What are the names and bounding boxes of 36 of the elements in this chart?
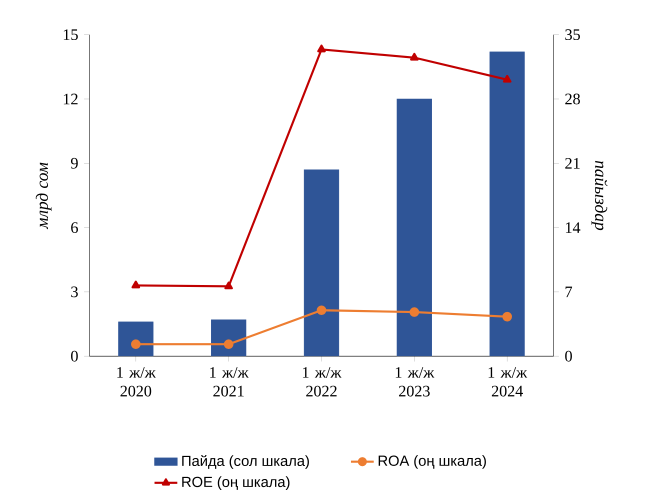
point	[410, 53, 419, 61]
point	[316, 306, 326, 316]
bar	[396, 98, 432, 356]
y2-tick-label: 0	[565, 350, 572, 362]
bar	[118, 322, 154, 356]
x-tick-label: 1 ж/ж 2023	[396, 367, 434, 397]
x-tick-label: 1 ж/ж 2020	[117, 367, 156, 397]
point	[502, 312, 512, 322]
bar	[490, 52, 525, 356]
point	[132, 280, 140, 289]
point	[131, 340, 141, 350]
x-tick-label: 1 ж/ж 2024	[488, 367, 528, 397]
y-tick-label: 0	[71, 350, 78, 362]
y2-tick-label: 28	[565, 94, 580, 105]
y2-tick-label: 35	[565, 30, 580, 40]
y2-axis-title: пайыздар	[592, 161, 608, 230]
point	[224, 340, 234, 350]
y2-tick-label: 14	[566, 222, 580, 234]
y-axis-title: млрд сом	[36, 162, 52, 230]
y-tick-label: 12	[64, 94, 78, 104]
y-tick-label: 6	[71, 222, 78, 234]
x-tick-label: 1 ж/ж 2022	[302, 367, 342, 397]
x-tick-label: 1 ж/ж 2021	[210, 367, 249, 397]
y2-tick-label: 21	[565, 158, 580, 169]
y2-tick-label: 7	[566, 286, 572, 298]
legend-label: Пайда (сол шкала)	[182, 455, 309, 470]
legend-label: ROE (оң шкала)	[182, 476, 290, 490]
point	[502, 75, 512, 83]
y-tick-label: 9	[70, 158, 78, 169]
y-tick-label: 15	[64, 30, 78, 40]
bar	[304, 170, 340, 356]
point	[410, 307, 420, 318]
y-tick-label: 3	[71, 286, 78, 298]
point	[317, 44, 326, 53]
point	[224, 282, 233, 290]
legend-label: ROA (оң шкала)	[378, 455, 486, 470]
